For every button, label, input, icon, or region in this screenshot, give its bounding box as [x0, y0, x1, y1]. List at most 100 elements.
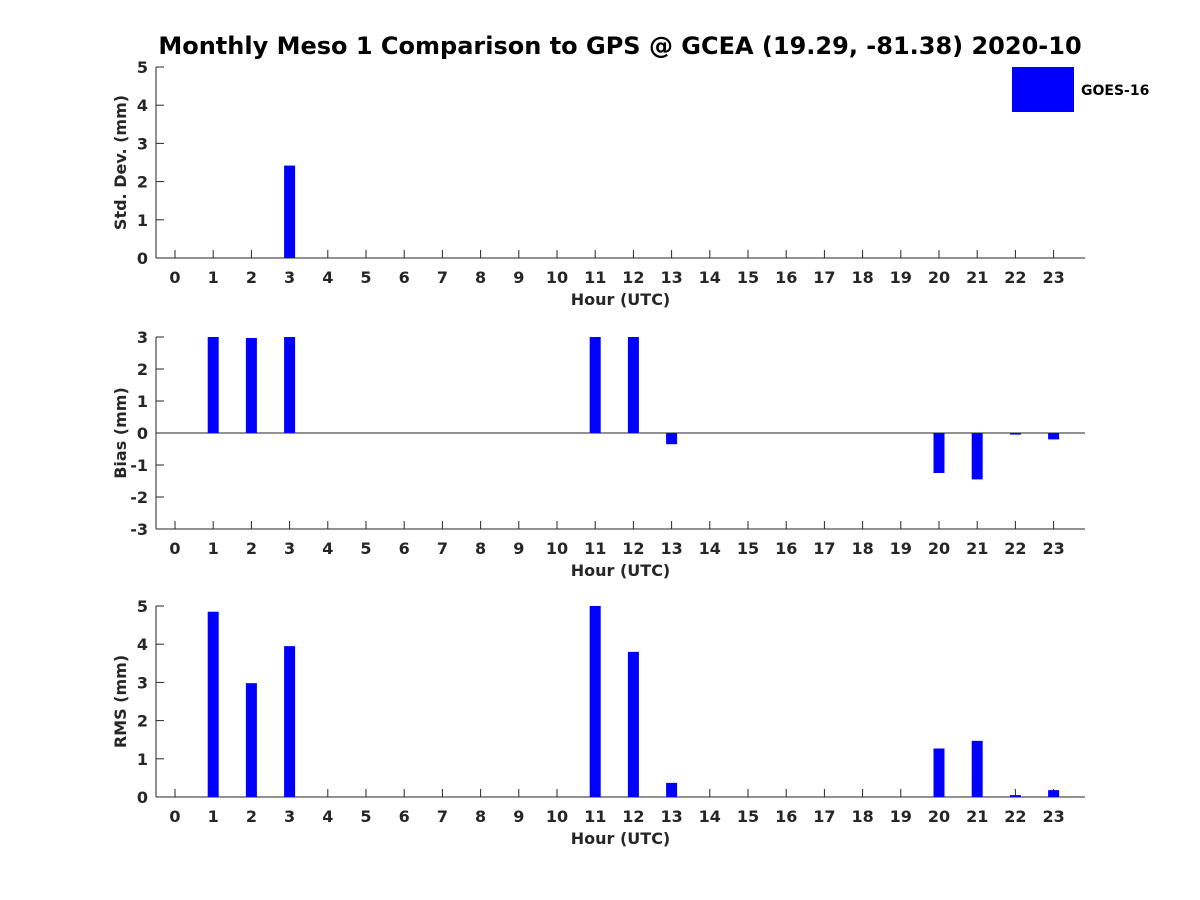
- y-tick-label: -3: [130, 520, 148, 539]
- y-tick-label: 2: [137, 173, 148, 192]
- x-tick-label: 4: [322, 268, 333, 287]
- x-tick-label: 12: [622, 268, 644, 287]
- bar: [971, 740, 983, 797]
- legend-swatch: [1012, 67, 1074, 112]
- y-tick-label: 2: [137, 712, 148, 731]
- y-axis-label: Std. Dev. (mm): [111, 95, 130, 230]
- x-tick-label: 7: [437, 539, 448, 558]
- legend-label: GOES-16: [1081, 83, 1149, 99]
- x-tick-label: 8: [475, 539, 486, 558]
- x-tick-label: 5: [360, 268, 371, 287]
- chart-title: Monthly Meso 1 Comparison to GPS @ GCEA …: [158, 32, 1081, 60]
- bar: [627, 651, 639, 797]
- bar: [284, 165, 296, 258]
- x-tick-label: 22: [1004, 268, 1026, 287]
- x-tick-label: 0: [169, 268, 180, 287]
- x-axis-label: Hour (UTC): [571, 561, 671, 580]
- x-tick-label: 20: [928, 539, 950, 558]
- x-tick-label: 3: [284, 539, 295, 558]
- x-tick-label: 0: [169, 539, 180, 558]
- x-tick-label: 16: [775, 539, 797, 558]
- bar: [1048, 433, 1060, 440]
- x-tick-label: 23: [1042, 539, 1064, 558]
- bar: [971, 433, 983, 480]
- bar: [589, 606, 601, 797]
- x-axis-label: Hour (UTC): [571, 829, 671, 848]
- y-tick-label: 0: [137, 788, 148, 807]
- x-tick-label: 13: [660, 807, 682, 826]
- x-tick-label: 18: [851, 268, 873, 287]
- x-tick-label: 6: [399, 539, 410, 558]
- x-tick-label: 16: [775, 807, 797, 826]
- y-tick-label: 0: [137, 249, 148, 268]
- bar: [666, 433, 678, 445]
- x-tick-label: 1: [208, 807, 219, 826]
- x-tick-label: 10: [546, 268, 568, 287]
- x-tick-label: 17: [813, 539, 835, 558]
- bar: [207, 337, 219, 433]
- x-tick-label: 7: [437, 268, 448, 287]
- x-tick-label: 11: [584, 268, 606, 287]
- x-tick-label: 3: [284, 807, 295, 826]
- x-tick-label: 2: [246, 539, 257, 558]
- x-tick-label: 22: [1004, 807, 1026, 826]
- x-tick-label: 11: [584, 807, 606, 826]
- x-tick-label: 22: [1004, 539, 1026, 558]
- y-tick-label: 5: [137, 597, 148, 616]
- x-tick-label: 17: [813, 807, 835, 826]
- x-tick-label: 2: [246, 268, 257, 287]
- x-tick-label: 19: [890, 268, 912, 287]
- y-tick-label: 1: [137, 750, 148, 769]
- x-tick-label: 8: [475, 807, 486, 826]
- x-tick-label: 20: [928, 807, 950, 826]
- x-tick-label: 18: [851, 539, 873, 558]
- x-tick-label: 12: [622, 807, 644, 826]
- x-tick-label: 5: [360, 807, 371, 826]
- x-tick-label: 13: [660, 268, 682, 287]
- x-tick-label: 7: [437, 807, 448, 826]
- x-tick-label: 1: [208, 268, 219, 287]
- x-tick-label: 23: [1042, 268, 1064, 287]
- y-tick-label: 2: [137, 360, 148, 379]
- x-tick-label: 14: [699, 268, 721, 287]
- x-tick-label: 6: [399, 268, 410, 287]
- bar: [284, 646, 296, 797]
- x-tick-label: 21: [966, 268, 988, 287]
- x-tick-label: 23: [1042, 807, 1064, 826]
- x-tick-label: 17: [813, 268, 835, 287]
- x-tick-label: 5: [360, 539, 371, 558]
- x-tick-label: 9: [513, 807, 524, 826]
- x-tick-label: 4: [322, 539, 333, 558]
- x-tick-label: 15: [737, 268, 759, 287]
- x-tick-label: 3: [284, 268, 295, 287]
- x-tick-label: 15: [737, 539, 759, 558]
- y-tick-label: -2: [130, 488, 148, 507]
- x-tick-label: 21: [966, 807, 988, 826]
- x-tick-label: 6: [399, 807, 410, 826]
- y-tick-label: 1: [137, 211, 148, 230]
- y-tick-label: 4: [137, 96, 148, 115]
- bar: [933, 748, 945, 797]
- legend: GOES-16: [1012, 67, 1149, 112]
- y-axis-label: Bias (mm): [111, 387, 130, 479]
- bar: [207, 611, 219, 797]
- x-tick-label: 13: [660, 539, 682, 558]
- y-tick-label: 4: [137, 635, 148, 654]
- y-axis-label: RMS (mm): [111, 655, 130, 748]
- bar: [245, 337, 257, 433]
- bar: [589, 337, 601, 433]
- x-tick-label: 1: [208, 539, 219, 558]
- x-tick-label: 11: [584, 539, 606, 558]
- y-tick-label: 3: [137, 673, 148, 692]
- x-tick-label: 0: [169, 807, 180, 826]
- x-tick-label: 9: [513, 539, 524, 558]
- x-tick-label: 18: [851, 807, 873, 826]
- x-tick-label: 21: [966, 539, 988, 558]
- x-tick-label: 4: [322, 807, 333, 826]
- x-tick-label: 19: [890, 807, 912, 826]
